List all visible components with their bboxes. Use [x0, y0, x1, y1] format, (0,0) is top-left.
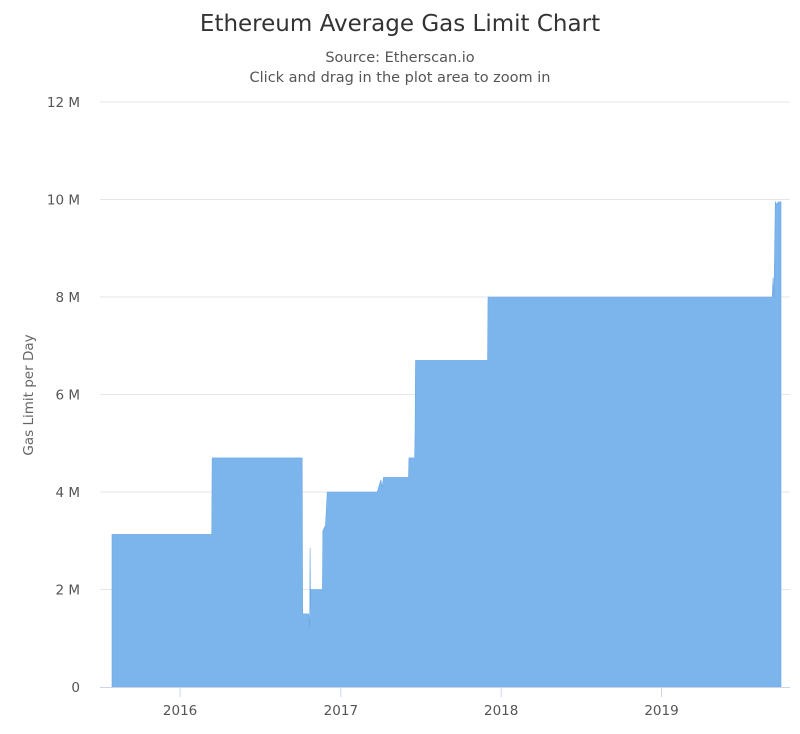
y-axis-ticks: 0 2 M 4 M 6 M 8 M 10 M 12 M: [47, 95, 80, 696]
x-tick-label: 2019: [644, 703, 678, 719]
y-tick-label: 10 M: [47, 193, 80, 209]
y-tick-label: 8 M: [55, 290, 80, 306]
x-tick-label: 2017: [324, 703, 358, 719]
x-tick-label: 2016: [163, 703, 197, 719]
y-axis-title: Gas Limit per Day: [21, 334, 37, 455]
chart-subtitle-zoom-hint: Click and drag in the plot area to zoom …: [250, 70, 551, 86]
x-tick-label: 2018: [484, 703, 518, 719]
series-area[interactable]: [111, 200, 782, 688]
y-tick-label: 6 M: [55, 388, 80, 404]
y-tick-label: 4 M: [55, 485, 80, 501]
series-layer[interactable]: [111, 200, 782, 688]
y-tick-label: 2 M: [55, 583, 80, 599]
chart-title: Ethereum Average Gas Limit Chart: [200, 11, 600, 37]
y-tick-label: 0: [71, 680, 80, 696]
y-tick-label: 12 M: [47, 95, 80, 111]
chart-subtitle-source: Source: Etherscan.io: [325, 50, 474, 66]
x-axis-ticks: 2016 2017 2018 2019: [163, 687, 679, 719]
